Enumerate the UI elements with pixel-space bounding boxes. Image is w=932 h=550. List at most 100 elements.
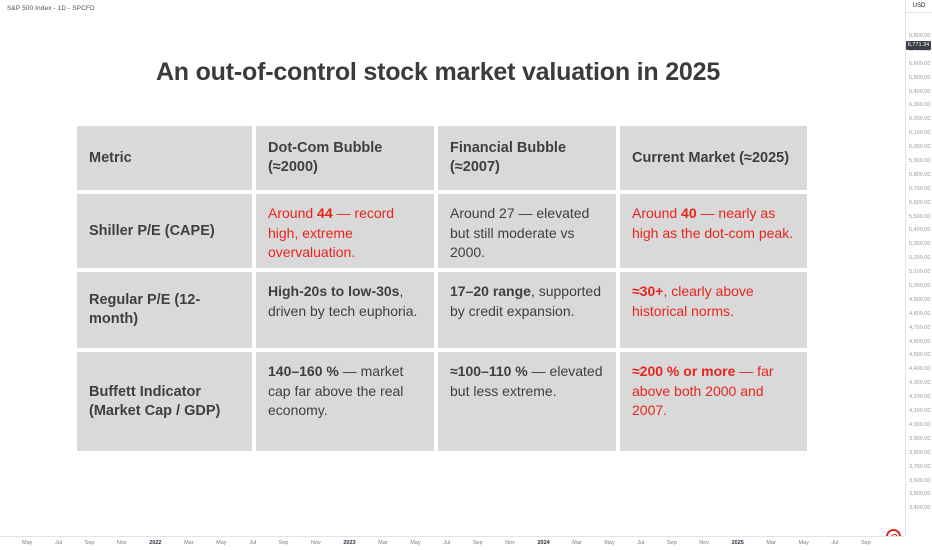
price-tick: 5,400.00 xyxy=(909,227,931,234)
time-label: Jul xyxy=(443,539,451,546)
price-tick: 5,000.00 xyxy=(909,283,931,290)
cell-text-segment: — elevated but less extreme. xyxy=(450,363,603,399)
time-label: Nov xyxy=(116,539,127,546)
table-header-dotcom: Dot-Com Bubble (≈2000) xyxy=(256,126,434,190)
cell-regular-current: ≈30+, clearly above historical norms. xyxy=(620,272,807,348)
price-tick: 6,700.00 xyxy=(909,46,931,53)
cell-buffett-current: ≈200 % or more — far above both 2000 and… xyxy=(620,352,807,451)
table-header-current: Current Market (≈2025) xyxy=(620,126,807,190)
cell-text-segment: 44 xyxy=(317,205,333,221)
time-label: May xyxy=(22,539,33,546)
price-tick: 4,600.00 xyxy=(909,338,931,345)
time-label: Sep xyxy=(860,539,871,546)
cell-text-segment: — far above both 2000 and 2007. xyxy=(632,363,774,419)
price-tick: 3,800.00 xyxy=(909,449,931,456)
cell-buffett-financial: ≈100–110 % — elevated but less extreme. xyxy=(438,352,616,451)
time-axis-labels: May Jul Sep Nov 2022 Mar May Jul Sep Nov 2023 Mar Ma… xyxy=(0,537,905,550)
time-label: May xyxy=(216,539,227,546)
cell-regular-financial: 17–20 range, supported by credit expansi… xyxy=(438,272,616,348)
cell-text-segment: — record high, extreme overvaluation. xyxy=(268,205,395,261)
time-label: May xyxy=(798,539,809,546)
price-axis[interactable]: USD 6,800.00 6,700.00 6,600.00 6,500.00 6,40… xyxy=(905,0,932,536)
price-tick: 4,400.00 xyxy=(909,366,931,373)
page-title: An out-of-control stock market valuation… xyxy=(155,58,721,86)
time-label: Mar xyxy=(572,539,582,546)
cell-text-segment: — nearly as high as the dot-com peak. xyxy=(632,205,794,241)
price-tick: 6,400.00 xyxy=(909,88,931,95)
metric-buffett-indicator: Buffett Indicator (Market Cap / GDP) xyxy=(77,352,252,451)
table-header-financial: Financial Bubble (≈2007) xyxy=(438,126,616,190)
price-tick: 6,300.00 xyxy=(909,102,931,109)
time-axis[interactable]: May Jul Sep Nov 2022 Mar May Jul Sep Nov 2023 Mar Ma… xyxy=(0,536,905,550)
time-label: Jul xyxy=(54,539,62,546)
cell-text-segment: Around xyxy=(268,205,318,221)
table-header-metric: Metric xyxy=(77,126,252,190)
price-tick: 4,300.00 xyxy=(909,380,931,387)
price-tick: 4,000.00 xyxy=(909,421,931,428)
time-label: Sep xyxy=(278,539,289,546)
time-label: Jul xyxy=(249,539,257,546)
cell-text-segment: ≈30+ xyxy=(632,283,664,299)
time-label: Jul xyxy=(831,539,839,546)
cell-shiller-current: Around 40 — nearly as high as the dot-co… xyxy=(620,194,807,268)
price-tick: 5,900.00 xyxy=(909,158,931,165)
time-label: 2023 xyxy=(343,539,356,546)
price-tick: 3,900.00 xyxy=(909,435,931,442)
price-tick: 4,200.00 xyxy=(909,394,931,401)
price-tick: 5,700.00 xyxy=(909,185,931,192)
currency-button[interactable]: USD xyxy=(906,0,932,13)
price-tick: 6,000.00 xyxy=(909,144,931,151)
cell-text-segment: Around xyxy=(632,205,682,221)
price-tick: 3,600.00 xyxy=(909,477,931,484)
time-label: Jul xyxy=(637,539,645,546)
price-tick: 6,600.00 xyxy=(909,60,931,67)
cell-text-segment: Around 27 — elevated but still moderate … xyxy=(450,205,590,261)
time-label: 2024 xyxy=(537,539,550,546)
price-tick: 4,500.00 xyxy=(909,352,931,359)
price-tick: 6,200.00 xyxy=(909,116,931,123)
price-tick: 3,400.00 xyxy=(909,505,931,512)
price-tick: 5,800.00 xyxy=(909,171,931,178)
price-tick: 5,300.00 xyxy=(909,241,931,248)
price-tick: 5,500.00 xyxy=(909,213,931,220)
price-tick: 4,100.00 xyxy=(909,408,931,415)
time-label: Mar xyxy=(184,539,194,546)
price-tick: 6,800.00 xyxy=(909,33,931,39)
time-label: Sep xyxy=(666,539,677,546)
price-tick: 4,800.00 xyxy=(909,310,931,317)
price-tick: 4,900.00 xyxy=(909,296,931,303)
cell-text-segment: 40 xyxy=(681,205,697,221)
cell-text-segment: High-20s to low-30s xyxy=(268,283,400,299)
cell-text-segment: 140–160 % xyxy=(268,363,339,379)
time-label: May xyxy=(604,539,615,546)
price-ticks: 6,800.00 6,700.00 6,600.00 6,500.00 6,400.00… xyxy=(906,33,932,512)
price-tick: 3,700.00 xyxy=(909,463,931,470)
time-label: Mar xyxy=(766,539,776,546)
price-tick: 3,500.00 xyxy=(909,491,931,498)
cell-text-segment: ≈100–110 % xyxy=(450,363,528,379)
time-label: May xyxy=(410,539,421,546)
time-label: 2025 xyxy=(731,539,744,546)
time-label: Sep xyxy=(472,539,483,546)
valuation-table: Metric Dot-Com Bubble (≈2000) Financial … xyxy=(77,126,807,451)
last-price-badge: 6,771.34 xyxy=(906,41,931,50)
metric-regular-pe: Regular P/E (12-month) xyxy=(77,272,252,348)
price-tick: 5,600.00 xyxy=(909,199,931,206)
cell-text-segment: 17–20 range xyxy=(450,283,531,299)
cell-buffett-dotcom: 140–160 % — market cap far above the rea… xyxy=(256,352,434,451)
cell-shiller-dotcom: Around 44 — record high, extreme overval… xyxy=(256,194,434,268)
metric-shiller-pe: Shiller P/E (CAPE) xyxy=(77,194,252,268)
time-label: Nov xyxy=(505,539,515,546)
cell-text-segment: , driven by tech euphoria. xyxy=(268,283,418,319)
price-tick: 6,500.00 xyxy=(909,74,931,81)
cell-text-segment: — market cap far above the real economy. xyxy=(268,363,404,419)
time-label: Sep xyxy=(84,539,95,546)
time-label: 2022 xyxy=(149,539,162,546)
time-label: Nov xyxy=(311,539,321,546)
symbol-legend[interactable]: S&P 500 Index - 1D - SPCFD xyxy=(7,5,95,12)
cell-text-segment: ≈200 % or more xyxy=(632,363,736,379)
price-tick: 5,200.00 xyxy=(909,255,931,262)
price-tick: 5,100.00 xyxy=(909,269,931,276)
cell-text-segment: , clearly above historical norms. xyxy=(632,283,754,319)
